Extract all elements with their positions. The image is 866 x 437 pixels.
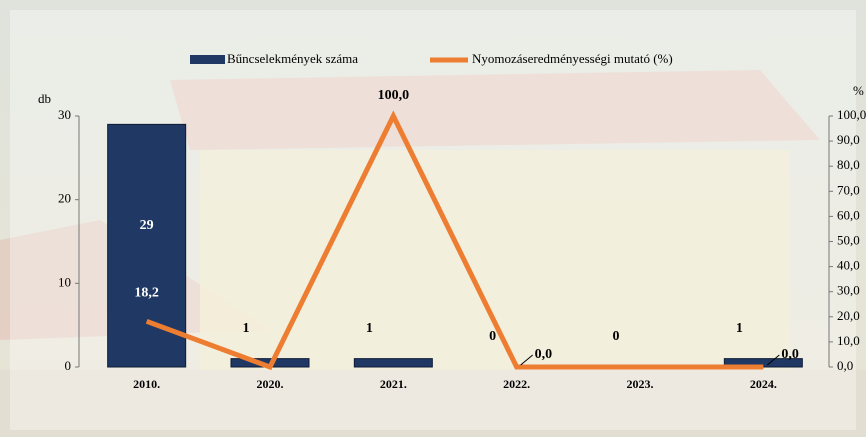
y2-axis-label: % [853,83,864,98]
bar-value-label: 0 [489,329,496,344]
y2-tick-label: 50,0 [837,232,860,247]
y-axis-label: db [38,91,51,106]
line-value-label: 18,2 [134,286,159,301]
leader-line [767,354,780,366]
ground [0,370,866,437]
y2-tick-label: 80,0 [837,157,860,172]
bar [353,358,433,368]
legend-swatch [190,55,225,64]
y2-tick-label: 60,0 [837,207,860,222]
y-tick-label: 10 [58,274,71,289]
bar-value-label: 0 [613,329,620,344]
facade [200,150,790,370]
bar-value-label: 1 [243,321,250,336]
leader-line [520,354,533,366]
y2-tick-label: 90,0 [837,132,860,147]
y2-tick-label: 10,0 [837,333,860,348]
y2-tick-label: 20,0 [837,308,860,323]
x-tick-label: 2020. [257,377,284,391]
roof [170,70,820,150]
bar-value-label: 1 [366,321,373,336]
x-tick-label: 2024. [750,377,777,391]
bar-value-label: 29 [140,218,154,233]
legend-label: Bűncselekmények száma [227,51,358,66]
y-tick-label: 30 [58,107,71,122]
y2-tick-label: 70,0 [837,182,860,197]
x-tick-label: 2010. [133,377,160,391]
x-tick-label: 2023. [627,377,654,391]
y2-tick-label: 30,0 [837,283,860,298]
bar-value-label: 1 [736,321,743,336]
y-tick-label: 0 [65,358,72,373]
x-tick-label: 2022. [503,377,530,391]
x-tick-label: 2021. [380,377,407,391]
bar [107,123,187,368]
line-value-label: 0,0 [535,347,553,362]
line-value-label: 0,0 [781,347,799,362]
legend-label: Nyomozáseredményességi mutató (%) [472,51,673,66]
line-value-label: 100,0 [378,88,410,103]
y-tick-label: 20 [58,191,71,206]
y2-tick-label: 100,0 [837,107,866,122]
y2-tick-label: 40,0 [837,258,860,273]
y2-tick-label: 0,0 [837,358,853,373]
line [145,110,764,371]
